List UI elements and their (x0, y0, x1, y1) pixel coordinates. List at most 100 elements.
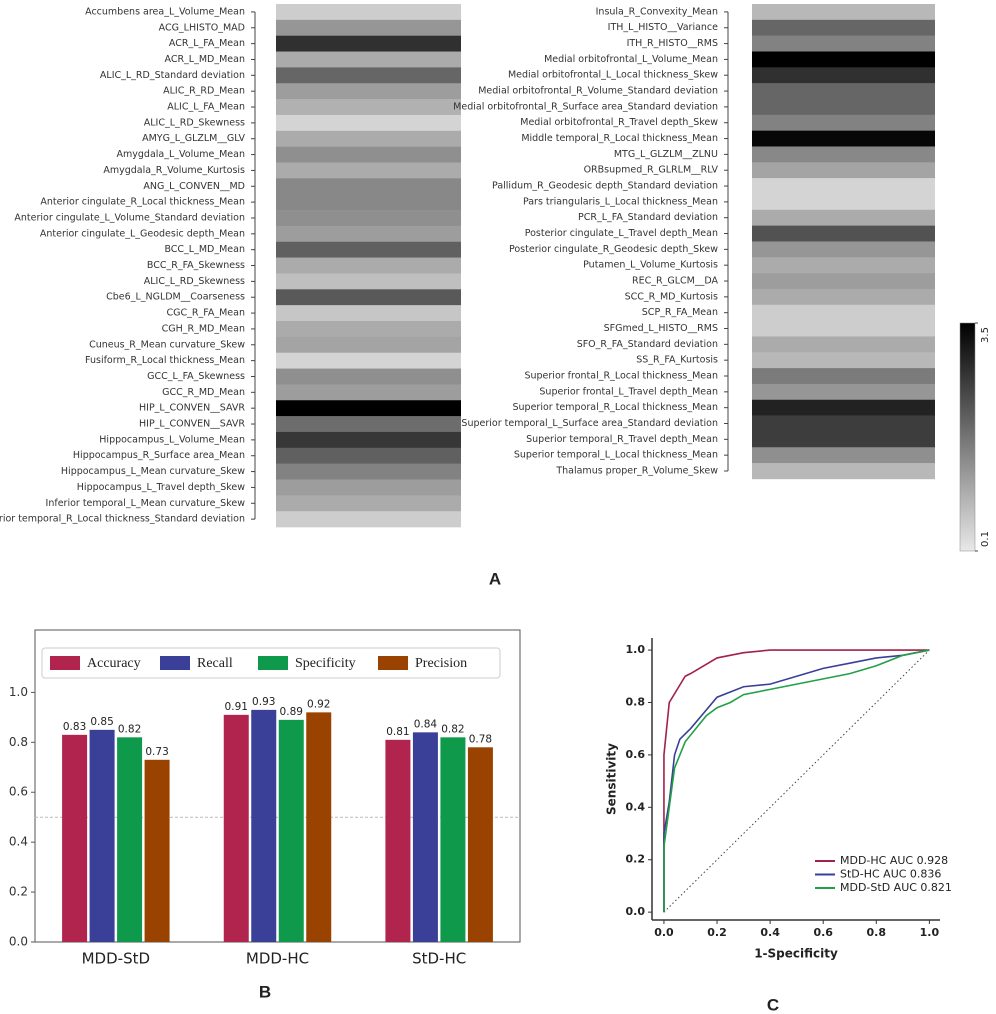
row-label: REC_R_GLCM__DA (632, 276, 718, 287)
heat-cell (276, 178, 461, 195)
row-label: ALIC_L_RD_Skewness (144, 276, 245, 287)
row-label: ALIC_R_RD_Mean (163, 86, 245, 97)
row-label: HIP_L_CONVEN__SAVR (139, 403, 245, 414)
legend-label: StD-HC AUC 0.836 (840, 868, 941, 881)
legend-label: Recall (197, 656, 233, 671)
value-label: 0.81 (386, 726, 409, 738)
heat-cell (752, 399, 935, 416)
heat-cell (752, 130, 935, 147)
y-tick-label: 0.2 (9, 885, 28, 899)
row-label: Anterior cingulate_R_Local thickness_Mea… (40, 197, 245, 208)
x-tick-label: StD-HC (412, 950, 466, 968)
value-label: 0.84 (414, 718, 438, 730)
row-label: Medial orbitofrontal_R_Surface area_Stan… (453, 101, 718, 112)
heat-cell (276, 114, 461, 132)
y-tick-label: 0.0 (9, 935, 28, 949)
row-label: Hippocampus_L_Travel depth_Skew (77, 482, 245, 493)
row-label: SFO_R_FA_Standard deviation (577, 339, 718, 350)
heat-cell (276, 447, 461, 464)
bar (117, 737, 143, 942)
heat-cell (276, 241, 461, 258)
heat-cell (752, 178, 935, 195)
heat-cell (276, 51, 461, 68)
heat-cell (752, 336, 935, 353)
y-tick-label: 0.6 (9, 785, 28, 799)
row-label: Amygdala_R_Volume_Kurtosis (103, 165, 245, 176)
x-tick-label: 0.2 (707, 926, 727, 939)
row-label: Cuneus_R_Mean curvature_Skew (89, 339, 245, 350)
legend-label: MDD-StD AUC 0.821 (840, 881, 952, 894)
heat-cell (752, 35, 935, 52)
bar (440, 737, 466, 942)
x-tick-label: 0.6 (813, 926, 833, 939)
row-label: SCP_R_FA_Mean (642, 307, 718, 318)
plot-frame (34, 629, 521, 943)
heat-cell (276, 67, 461, 84)
heat-cell (276, 495, 461, 512)
row-label: Superior temporal_L_Local thickness_Mean (514, 450, 718, 461)
row-label: Posterior cingulate_R_Geodesic depth_Ske… (509, 244, 718, 255)
roc-curve (663, 649, 930, 913)
heat-cell (752, 241, 935, 258)
value-label: 0.78 (469, 733, 492, 745)
heat-cell (752, 352, 935, 369)
heat-cell (276, 19, 461, 36)
heat-cell (752, 19, 935, 36)
row-label: BCC_R_FA_Skewness (147, 260, 245, 271)
roc-curve (663, 649, 930, 913)
heat-cell (752, 146, 935, 163)
row-label: ITH_R_HISTO__RMS (627, 38, 718, 49)
bar (89, 729, 115, 942)
heat-cell (752, 431, 935, 448)
row-label: ACR_L_FA_Mean (169, 38, 245, 49)
panel-label: C (767, 995, 779, 1014)
heat-cell (276, 400, 461, 417)
row-label: Superior frontal_L_Travel depth_Mean (539, 386, 718, 397)
heat-cell (752, 257, 935, 274)
heat-cell (276, 511, 461, 528)
y-tick-label: 0.8 (9, 735, 28, 749)
heat-cell (752, 67, 935, 84)
row-label: Cbe6_L_NGLDM__Coarseness (106, 292, 245, 303)
row-label: Anterior cingulate_L_Volume_Standard dev… (14, 212, 245, 223)
bar (412, 732, 438, 942)
heat-cell (276, 463, 461, 480)
legend-label: MDD-HC AUC 0.928 (840, 854, 948, 867)
y-tick-label: 1.0 (626, 643, 646, 656)
heat-cell (276, 352, 461, 369)
colorbar-tick-label: 0.1 (980, 531, 991, 547)
panel-label: B (259, 982, 271, 1001)
heat-cell (276, 321, 461, 338)
bar (144, 759, 170, 942)
row-label: Medial orbitofrontal_L_Volume_Mean (544, 54, 718, 65)
y-tick-label: 0.6 (626, 748, 646, 761)
heat-cell (752, 463, 935, 480)
value-label: 0.83 (63, 721, 86, 733)
heat-cell (276, 431, 461, 449)
row-label: ALIC_L_FA_Mean (167, 102, 245, 113)
row-label: Hippocampus_L_Mean curvature_Skew (61, 466, 245, 477)
legend-label: Precision (415, 656, 467, 671)
heat-cell (276, 384, 461, 401)
heat-cell (752, 209, 935, 226)
row-label: Pars triangularis_L_Local thickness_Mean (523, 196, 718, 207)
value-label: 0.82 (118, 723, 141, 735)
bar (223, 714, 249, 942)
heat-cell (276, 210, 461, 227)
heat-cell (752, 415, 935, 432)
bar (306, 712, 332, 942)
heat-cell (752, 51, 935, 68)
heat-cell (752, 83, 935, 100)
row-label: AMYG_L_GLZLM__GLV (142, 133, 245, 144)
row-label: Amygdala_L_Volume_Mean (117, 149, 245, 160)
value-label: 0.82 (441, 723, 464, 735)
colorbar-tick-label: 3.5 (980, 327, 991, 343)
heat-cell (276, 368, 461, 385)
heat-cell (752, 304, 935, 321)
row-label: ANG_L_CONVEN__MD (143, 181, 245, 192)
row-label: Hippocampus_L_Volume_Mean (99, 434, 245, 445)
row-label: SFGmed_L_HISTO__RMS (604, 323, 718, 334)
panel-label: A (489, 569, 501, 588)
